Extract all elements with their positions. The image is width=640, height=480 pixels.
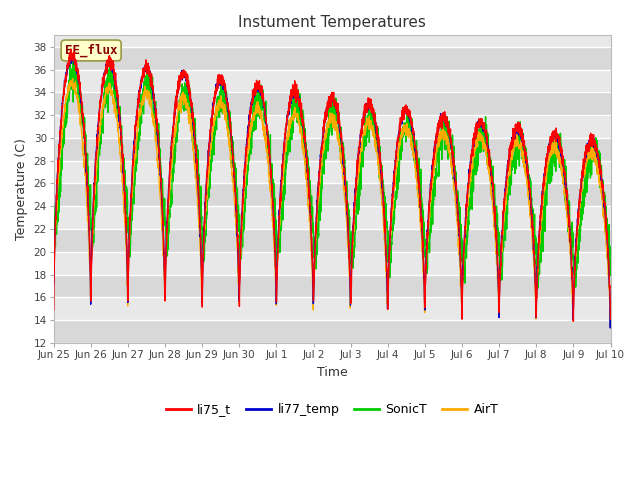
Bar <box>54 161 611 183</box>
Legend: li75_t, li77_temp, SonicT, AirT: li75_t, li77_temp, SonicT, AirT <box>161 398 504 421</box>
Bar <box>54 252 611 275</box>
Bar <box>54 138 611 161</box>
Bar <box>54 298 611 320</box>
Bar <box>54 47 611 70</box>
Y-axis label: Temperature (C): Temperature (C) <box>15 138 28 240</box>
Bar <box>54 183 611 206</box>
Bar <box>54 206 611 229</box>
Bar <box>54 70 611 92</box>
Bar <box>54 229 611 252</box>
Bar <box>54 275 611 298</box>
Bar <box>54 92 611 115</box>
X-axis label: Time: Time <box>317 365 348 379</box>
Bar <box>54 320 611 343</box>
Text: EE_flux: EE_flux <box>65 44 117 57</box>
Bar <box>54 115 611 138</box>
Title: Instument Temperatures: Instument Temperatures <box>238 15 426 30</box>
